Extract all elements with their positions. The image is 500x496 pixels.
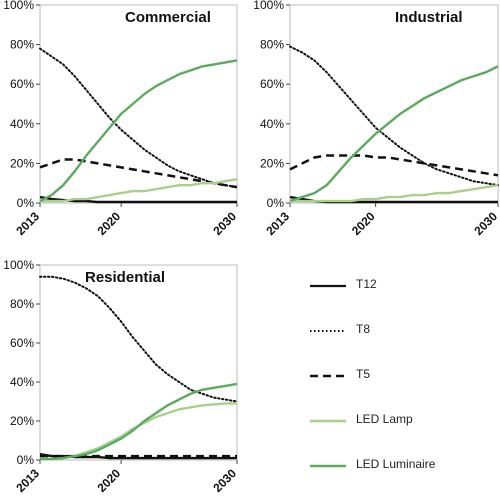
residential-xtick-label: 2013 (13, 466, 42, 495)
residential-xtick-label: 2020 (94, 466, 123, 495)
legend-item-t8: T8 (308, 321, 498, 341)
industrial-ytick-label: 100% (253, 0, 284, 12)
commercial-plot-frame (39, 4, 238, 204)
commercial-series-t12 (39, 195, 237, 204)
commercial-series-led-lamp (40, 178, 238, 203)
industrial-panel-title: Industrial (395, 9, 463, 26)
industrial-plot-frame (289, 4, 499, 204)
industrial-ytick-label: 20% (260, 156, 284, 170)
industrial-series-t8 (289, 45, 499, 187)
commercial-xtick-label: 2030 (210, 209, 239, 238)
legend-item-led-luminaire: LED Luminaire (308, 456, 498, 476)
residential-xtick-label: 2030 (210, 466, 239, 495)
residential-series-t8 (39, 275, 238, 403)
legend-label-led-luminaire: LED Luminaire (356, 457, 436, 471)
residential-panel-title: Residential (85, 269, 165, 286)
industrial-xtick-label: 2030 (471, 209, 500, 238)
commercial-series-t8 (39, 47, 238, 189)
residential-plot-frame (39, 264, 238, 461)
residential-series-led-luminaire (40, 382, 238, 461)
industrial-xtick-label: 2013 (263, 209, 292, 238)
industrial-ytick-label: 0% (267, 196, 285, 210)
industrial-series-led-luminaire (289, 65, 499, 203)
legend-item-led-lamp: LED Lamp (308, 411, 498, 431)
commercial-xtick-label: 2020 (94, 209, 123, 238)
commercial-xtick-label: 2013 (13, 209, 42, 238)
industrial-ytick-label: 60% (260, 77, 284, 91)
legend-label-led-lamp: LED Lamp (356, 412, 413, 426)
legend-label-t8: T8 (356, 322, 371, 336)
legend-label-t12: T12 (356, 277, 377, 291)
industrial-series-led-lamp (290, 183, 499, 203)
legend-label-t5: T5 (356, 367, 371, 381)
residential-ytick-label: 80% (10, 297, 34, 311)
commercial-ytick-label: 40% (10, 117, 34, 131)
residential-ytick-label: 0% (17, 453, 35, 467)
legend-item-t5: T5 (308, 366, 498, 386)
legend-item-t12: T12 (308, 276, 498, 296)
industrial-ytick-label: 80% (260, 38, 284, 52)
commercial-ytick-label: 100% (3, 0, 34, 12)
industrial-xtick-label: 2020 (349, 209, 378, 238)
commercial-ytick-label: 80% (10, 38, 34, 52)
commercial-ytick-label: 0% (17, 196, 35, 210)
commercial-panel-title: Commercial (125, 9, 211, 26)
residential-ytick-label: 40% (10, 375, 34, 389)
residential-ytick-label: 100% (3, 258, 34, 272)
residential-ytick-label: 20% (10, 414, 34, 428)
commercial-ytick-label: 60% (10, 77, 34, 91)
residential-ytick-label: 60% (10, 336, 34, 350)
commercial-series-led-luminaire (39, 59, 238, 203)
residential-series-led-lamp (40, 402, 237, 461)
industrial-ytick-label: 40% (260, 117, 284, 131)
industrial-series-t5 (289, 154, 499, 177)
commercial-ytick-label: 20% (10, 156, 34, 170)
